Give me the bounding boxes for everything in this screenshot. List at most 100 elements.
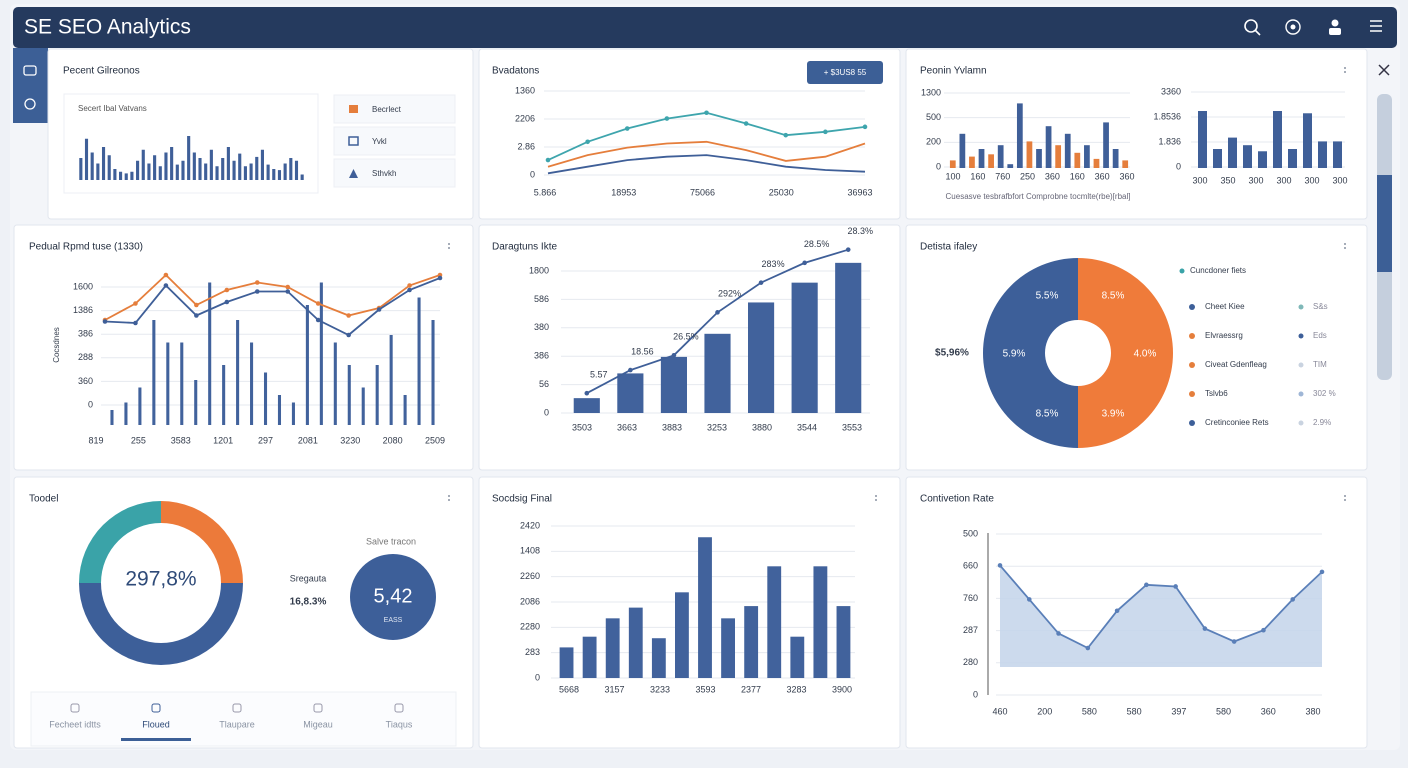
- y-tick-label: 3360: [1161, 86, 1181, 96]
- badge-circle: [350, 554, 436, 640]
- legend-label: Cretinconiee Rets: [1205, 418, 1269, 427]
- bar: [84, 138, 89, 180]
- point: [407, 283, 412, 288]
- bar: [291, 402, 295, 425]
- bar: [333, 342, 337, 425]
- point: [437, 275, 443, 281]
- scrollbar-thumb[interactable]: [1377, 175, 1392, 272]
- bar: [236, 320, 240, 425]
- bar: [250, 342, 254, 425]
- point: [285, 289, 291, 294]
- bar: [226, 147, 230, 180]
- bar: [1103, 122, 1109, 168]
- bar: [238, 153, 242, 180]
- tab-label[interactable]: Tiaqus: [386, 719, 413, 729]
- user-icon[interactable]: [1329, 19, 1341, 36]
- bar: [272, 169, 276, 180]
- x-tick-label: 18953: [611, 187, 636, 197]
- sidebar-icon[interactable]: [23, 65, 37, 76]
- bar: [389, 335, 393, 425]
- bar: [582, 636, 597, 678]
- settings-icon[interactable]: [1285, 19, 1301, 35]
- x-tick-label: 3233: [650, 684, 670, 694]
- x-tick-label: 3553: [842, 422, 862, 432]
- y-tick-label: 2280: [520, 622, 540, 632]
- legend-value: S&s: [1313, 302, 1328, 311]
- bar: [170, 147, 174, 180]
- list-icon: [349, 169, 358, 178]
- sidebar-icon[interactable]: [24, 98, 36, 110]
- list-card[interactable]: [333, 126, 456, 156]
- bar: [417, 297, 421, 425]
- legend-dot: [1179, 268, 1185, 274]
- point: [758, 280, 764, 285]
- bar: [319, 282, 323, 425]
- x-tick-label: 3883: [662, 422, 682, 432]
- side-title: Salve tracon: [366, 536, 416, 546]
- point: [1290, 597, 1296, 602]
- x-tick-label: 380: [1305, 706, 1320, 716]
- x-tick-label: 3283: [786, 684, 806, 694]
- center-label: 297,8%: [125, 568, 196, 591]
- legend-dot: [1189, 420, 1195, 426]
- point: [585, 139, 590, 145]
- legend-value: Eds: [1313, 331, 1327, 340]
- panel: [13, 476, 474, 749]
- x-tick-label: 160: [1070, 171, 1085, 181]
- bar: [573, 398, 600, 413]
- bar: [147, 163, 151, 180]
- close-button[interactable]: [1378, 64, 1390, 76]
- search-icon[interactable]: [1244, 19, 1261, 36]
- action-button[interactable]: [807, 61, 883, 84]
- y-tick-label: 660: [963, 561, 978, 571]
- bar: [215, 166, 219, 180]
- list-item: Becrlect: [372, 105, 402, 114]
- point: [133, 301, 138, 306]
- point: [315, 317, 321, 323]
- bar: [124, 173, 128, 180]
- x-tick-label: 3583: [171, 435, 191, 445]
- bar: [767, 566, 782, 678]
- bar: [978, 149, 985, 168]
- y-tick-label: 283: [525, 647, 540, 657]
- bar: [1303, 113, 1312, 168]
- badge-label: EASS: [384, 617, 403, 624]
- bar: [208, 282, 212, 425]
- bar: [263, 372, 268, 425]
- x-tick-label: 580: [1216, 706, 1231, 716]
- x-tick-label: 250: [1020, 171, 1035, 181]
- point: [194, 313, 199, 318]
- point: [376, 307, 382, 312]
- line: [999, 564, 1323, 650]
- tab-label[interactable]: Floued: [142, 719, 170, 729]
- tab-label[interactable]: Fecheet idtts: [49, 719, 101, 729]
- slice: [161, 501, 243, 583]
- bar: [651, 638, 666, 678]
- bar: [141, 149, 145, 180]
- bar: [1288, 149, 1297, 168]
- menu-icon[interactable]: [1370, 20, 1382, 32]
- bar: [1064, 133, 1071, 168]
- point: [194, 302, 199, 308]
- x-tick-label: 2377: [741, 684, 761, 694]
- side-value: 16,8.3%: [290, 597, 327, 608]
- bar: [1045, 126, 1052, 168]
- y-tick-label: 2206: [515, 113, 535, 123]
- slice-label: 8.5%: [1036, 409, 1059, 420]
- line: [104, 273, 441, 321]
- bar: [988, 154, 994, 168]
- x-tick-label: 200: [1037, 706, 1052, 716]
- bar: [289, 158, 293, 180]
- point: [802, 260, 807, 266]
- tab-label[interactable]: Tlaupare: [219, 719, 255, 729]
- bar: [1333, 141, 1342, 168]
- x-tick-label: 2080: [383, 435, 403, 445]
- y-tick-label: 360: [78, 376, 93, 386]
- x-tick-label: 300: [1276, 175, 1291, 185]
- point: [163, 283, 169, 288]
- tab-label[interactable]: Migeau: [303, 719, 333, 729]
- tab-icon: [232, 703, 242, 713]
- kebab-menus[interactable]: [448, 67, 1346, 501]
- bar: [166, 342, 170, 425]
